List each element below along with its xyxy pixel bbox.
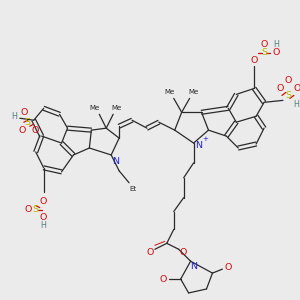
Text: H: H	[293, 100, 299, 109]
Text: O: O	[260, 40, 268, 49]
Text: O: O	[40, 197, 47, 206]
Text: N: N	[112, 158, 119, 166]
Text: Me: Me	[165, 89, 175, 95]
Text: O: O	[180, 248, 188, 257]
Text: H: H	[41, 221, 46, 230]
Text: S: S	[261, 48, 267, 57]
Text: Me: Me	[188, 89, 199, 95]
Text: O: O	[159, 274, 166, 284]
Text: S: S	[33, 205, 39, 214]
Text: N: N	[190, 262, 197, 271]
Text: O: O	[146, 248, 154, 257]
Text: S: S	[285, 91, 291, 100]
Text: O: O	[225, 262, 232, 272]
Text: O: O	[24, 205, 32, 214]
Text: +: +	[202, 136, 208, 142]
Text: O: O	[276, 84, 284, 93]
Text: H: H	[11, 112, 17, 121]
Text: S: S	[25, 118, 31, 127]
Text: O: O	[18, 126, 26, 135]
Text: O: O	[20, 108, 28, 117]
Text: O: O	[293, 84, 300, 93]
Text: Me: Me	[111, 105, 121, 111]
Text: O: O	[31, 126, 38, 135]
Text: O: O	[272, 48, 280, 57]
Text: O: O	[40, 213, 47, 222]
Text: O: O	[284, 76, 292, 85]
Text: Et: Et	[130, 186, 136, 192]
Text: H: H	[273, 40, 279, 49]
Text: N: N	[195, 140, 202, 149]
Text: O: O	[250, 56, 258, 65]
Text: Me: Me	[89, 105, 99, 111]
